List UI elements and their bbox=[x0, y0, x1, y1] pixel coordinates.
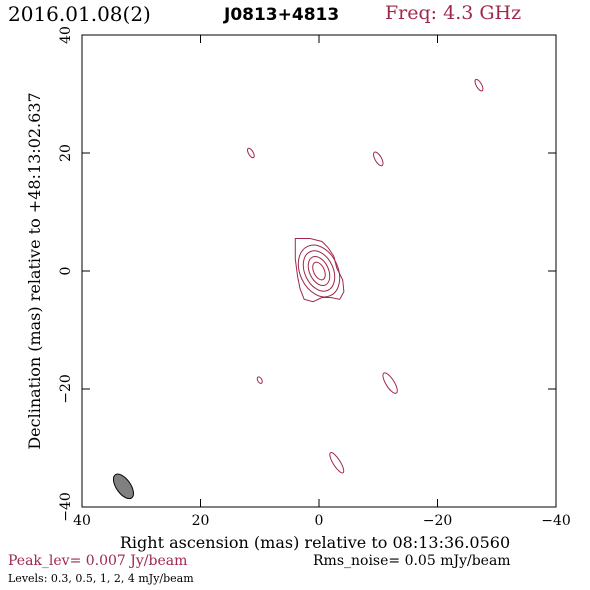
beam-ellipse bbox=[112, 473, 134, 500]
axis-ticks: 40 20 0 −20 −40 −40 −20 0 20 40 bbox=[58, 26, 571, 529]
core-outer-contour bbox=[294, 238, 345, 303]
x-tick-label: −40 bbox=[541, 513, 571, 529]
y-axis-label: Declination (mas) relative to +48:13:02.… bbox=[25, 92, 44, 449]
peak-level: Peak_lev= 0.007 Jy/beam bbox=[8, 553, 188, 569]
x-axis-label: Right ascension (mas) relative to 08:13:… bbox=[120, 533, 510, 552]
y-tick-label: 0 bbox=[58, 267, 74, 276]
component-contour bbox=[382, 372, 398, 394]
x-tick-label: 20 bbox=[192, 513, 210, 529]
contour-levels: Levels: 0.3, 0.5, 1, 2, 4 mJy/beam bbox=[8, 572, 194, 585]
contour-lines bbox=[247, 78, 484, 474]
component-contour bbox=[329, 452, 345, 474]
core-inner-contour bbox=[307, 256, 331, 286]
component-contour bbox=[247, 147, 255, 159]
x-tick-label: −20 bbox=[423, 513, 453, 529]
frequency-label: Freq: 4.3 GHz bbox=[385, 2, 522, 24]
y-tick-label: 40 bbox=[58, 26, 74, 44]
y-tick-label: −20 bbox=[58, 374, 74, 404]
source-name: J0813+4813 bbox=[224, 5, 340, 25]
plot-frame bbox=[81, 34, 557, 508]
x-tick-label: 40 bbox=[73, 513, 91, 529]
core-inner-contour bbox=[312, 261, 326, 281]
core-inner-contour bbox=[297, 244, 341, 298]
component-contour bbox=[474, 78, 484, 92]
rms-noise: Rms_noise= 0.05 mJy/beam bbox=[313, 553, 511, 569]
core-inner-contour bbox=[302, 250, 336, 292]
component-contour bbox=[256, 376, 263, 384]
beam-ellipse-group bbox=[112, 473, 134, 500]
observation-date: 2016.01.08(2) bbox=[8, 2, 151, 26]
x-tick-label: 0 bbox=[315, 513, 324, 529]
y-tick-label: −40 bbox=[58, 492, 74, 522]
component-contour bbox=[372, 151, 384, 167]
y-tick-label: 20 bbox=[58, 144, 74, 162]
